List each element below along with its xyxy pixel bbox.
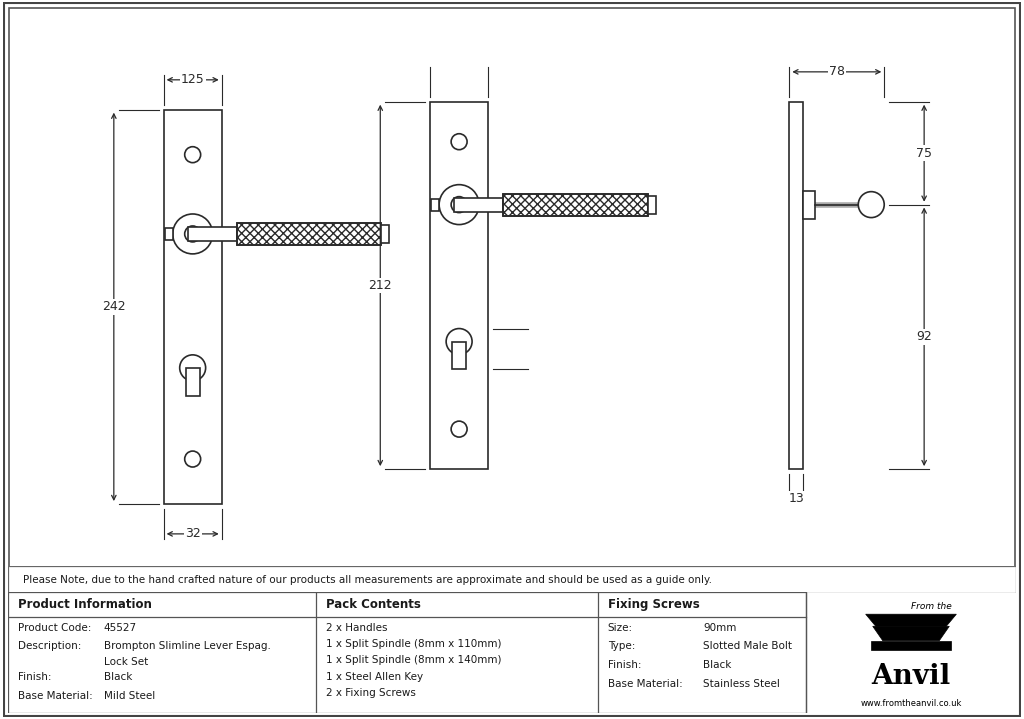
Text: 92: 92	[916, 330, 932, 343]
Circle shape	[452, 196, 467, 213]
Bar	[648, 196, 655, 214]
Bar	[164, 110, 221, 504]
Bar	[870, 641, 951, 651]
Polygon shape	[872, 626, 949, 641]
Text: Please Note, due to the hand crafted nature of our products all measurements are: Please Note, due to the hand crafted nat…	[24, 574, 713, 585]
Text: Finish:: Finish:	[18, 672, 52, 682]
Circle shape	[452, 421, 467, 437]
Text: 242: 242	[102, 301, 126, 313]
Bar	[165, 228, 173, 240]
Text: Black: Black	[703, 660, 732, 670]
Text: Fixing Screws: Fixing Screws	[607, 598, 699, 611]
Bar	[430, 102, 488, 469]
Bar	[431, 198, 439, 211]
Bar	[8, 592, 806, 713]
Text: Base Material:: Base Material:	[18, 691, 93, 701]
Bar	[237, 223, 381, 245]
Circle shape	[439, 185, 479, 224]
Text: Product Information: Product Information	[18, 598, 153, 611]
Text: Anvil: Anvil	[871, 662, 950, 690]
Text: www.fromtheanvil.co.uk: www.fromtheanvil.co.uk	[860, 699, 962, 708]
Bar	[804, 191, 815, 219]
Text: From the: From the	[910, 603, 951, 611]
Text: Product Code:: Product Code:	[18, 623, 91, 633]
Circle shape	[184, 226, 201, 242]
Bar	[381, 225, 389, 243]
Circle shape	[184, 451, 201, 467]
Text: Size:: Size:	[607, 623, 633, 633]
Text: Brompton Slimline Lever Espag.: Brompton Slimline Lever Espag.	[103, 641, 270, 651]
Bar	[503, 193, 648, 216]
Text: Base Material:: Base Material:	[607, 679, 682, 689]
Bar	[503, 193, 648, 216]
Text: Description:: Description:	[18, 641, 82, 651]
Text: Lock Set: Lock Set	[103, 657, 148, 667]
Text: 45527: 45527	[103, 623, 137, 633]
Text: 125: 125	[181, 73, 205, 86]
Circle shape	[179, 355, 206, 381]
Circle shape	[184, 147, 201, 162]
Text: Mild Steel: Mild Steel	[103, 691, 156, 701]
Polygon shape	[865, 614, 956, 626]
Circle shape	[858, 192, 885, 218]
Text: 1 x Split Spindle (8mm x 140mm): 1 x Split Spindle (8mm x 140mm)	[326, 655, 501, 665]
Text: Type:: Type:	[607, 641, 635, 651]
Bar	[237, 223, 381, 245]
Text: 2 x Fixing Screws: 2 x Fixing Screws	[326, 688, 416, 698]
Text: 1 x Steel Allen Key: 1 x Steel Allen Key	[326, 672, 423, 682]
Text: Black: Black	[103, 672, 132, 682]
Text: 90mm: 90mm	[703, 623, 737, 633]
Bar	[185, 368, 200, 395]
Bar	[187, 227, 237, 241]
Text: 2 x Handles: 2 x Handles	[326, 623, 387, 633]
Circle shape	[446, 329, 472, 354]
Circle shape	[452, 134, 467, 150]
Text: Finish:: Finish:	[607, 660, 641, 670]
Text: Stainless Steel: Stainless Steel	[703, 679, 780, 689]
Text: 78: 78	[828, 65, 845, 78]
Bar	[790, 102, 804, 469]
Text: 32: 32	[184, 528, 201, 541]
Bar	[453, 342, 466, 370]
Text: 75: 75	[916, 147, 932, 160]
Circle shape	[173, 214, 213, 254]
Text: Pack Contents: Pack Contents	[326, 598, 421, 611]
Text: Slotted Male Bolt: Slotted Male Bolt	[703, 641, 793, 651]
Text: 212: 212	[369, 279, 392, 292]
Text: 1 x Split Spindle (8mm x 110mm): 1 x Split Spindle (8mm x 110mm)	[326, 639, 501, 649]
Bar	[454, 198, 503, 211]
Text: 13: 13	[788, 493, 804, 505]
